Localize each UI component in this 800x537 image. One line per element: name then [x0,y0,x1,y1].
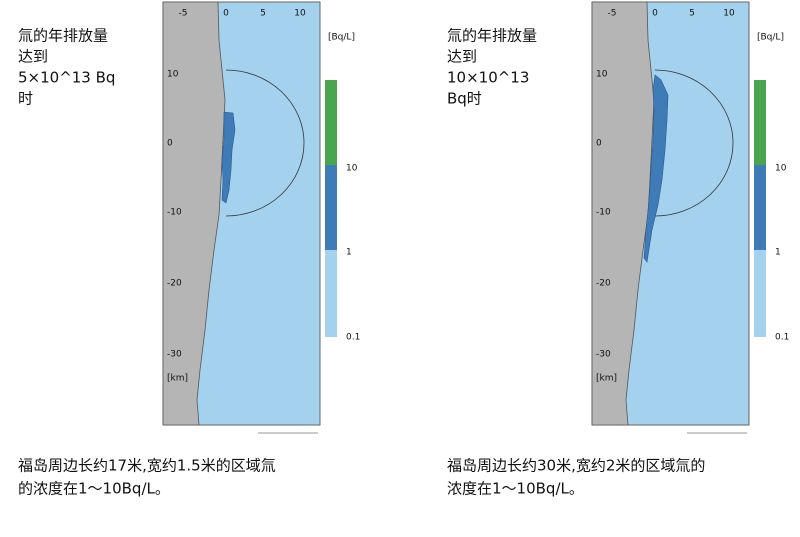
colorbar-high [754,80,766,165]
label-line: 10×10^13 [447,69,529,87]
y-tick: -10 [596,208,611,218]
caption-line: 福岛周边长约30米,宽约2米的区域氚的 [447,457,705,475]
x-tick: 5 [260,9,266,19]
x-tick: -5 [179,9,188,19]
label-line: 达到 [447,48,477,66]
plume [221,111,236,204]
colorbar-label: 10 [346,164,358,174]
colorbar-mid [325,165,337,250]
x-tick: 0 [223,9,229,19]
colorbar-low [754,250,766,337]
caption-line: 福岛周边长约17米,宽约1.5米的区域氚 [18,457,276,475]
distance-unit: [km] [596,374,617,384]
label-line: 5×10^13 Bq [18,69,115,87]
colorbar-label: 0.1 [775,333,789,343]
colorbar-label: 1 [346,248,352,258]
land [591,1,655,426]
caption-line: 浓度在1～10Bq/L。 [447,480,584,498]
plume [643,74,669,263]
y-tick: 10 [167,70,179,80]
colorbar-mid [754,165,766,250]
colorbar-unit: [Bq/L] [328,33,355,43]
y-tick: -20 [596,279,611,289]
label-line: Bq时 [447,90,482,108]
y-tick: 0 [167,139,173,149]
colorbar-label: 1 [775,248,781,258]
land [162,1,226,426]
colorbar-label: 0.1 [346,333,360,343]
x-tick: 0 [652,9,658,19]
x-tick: 5 [689,9,695,19]
colorbar-low [325,250,337,337]
label-line: 时 [18,90,33,108]
label-line: 氚的年排放量 [447,27,537,45]
y-tick: -30 [596,350,611,360]
y-tick: 10 [596,70,608,80]
colorbar-high [325,80,337,165]
label-line: 氚的年排放量 [18,27,108,45]
x-tick: 10 [294,9,306,19]
label-line: 达到 [18,48,48,66]
y-tick: -30 [167,350,182,360]
y-tick: -20 [167,279,182,289]
x-tick: -5 [608,9,617,19]
colorbar-label: 10 [775,164,787,174]
distance-unit: [km] [167,374,188,384]
y-tick: -10 [167,208,182,218]
range-circle [654,69,734,217]
colorbar-unit: [Bq/L] [757,33,784,43]
x-tick: 10 [723,9,735,19]
range-circle [225,69,305,217]
y-tick: 0 [596,139,602,149]
caption-line: 的浓度在1～10Bq/L。 [18,480,170,498]
